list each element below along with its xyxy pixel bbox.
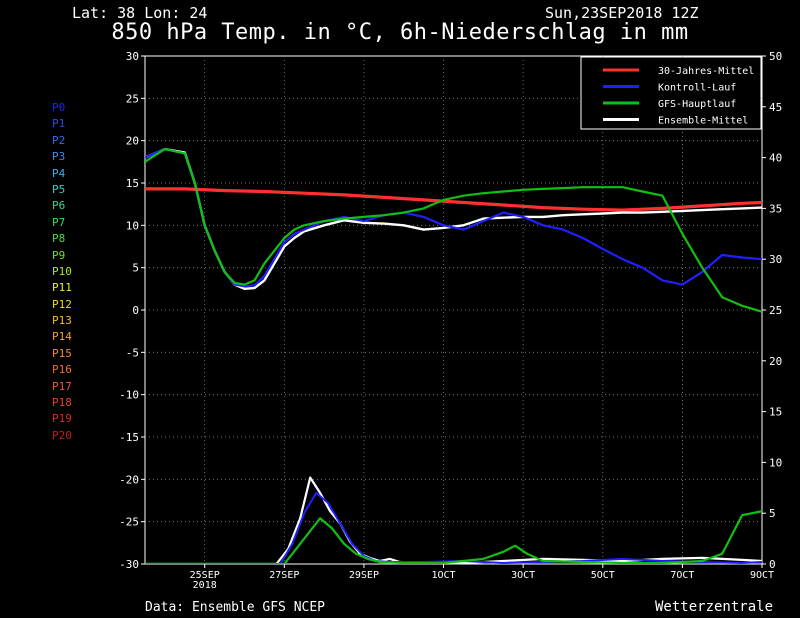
member-legend: P0 P1 P2 P3 P4 P5 P6 P7 P8 P9 P10 P11 P12 P13 P14 P15 P1… bbox=[52, 100, 72, 444]
member-label-p20: P20 bbox=[52, 428, 72, 442]
member-label-p12: P12 bbox=[52, 297, 72, 311]
precip-tick-label: 5 bbox=[769, 507, 776, 520]
member-label-p7: P7 bbox=[52, 215, 66, 229]
date-tick-label: 7OCT bbox=[670, 570, 694, 581]
member-label-p0: P0 bbox=[52, 101, 66, 114]
temp-tick-label: -25 bbox=[119, 516, 139, 529]
legend-entry-label: 30-Jahres-Mittel bbox=[658, 66, 754, 77]
data-source: Data: Ensemble GFS NCEP bbox=[145, 600, 326, 615]
date-tick-label: 5OCT bbox=[591, 570, 615, 581]
member-label-p8: P8 bbox=[52, 232, 66, 246]
precip-tick-label: 25 bbox=[769, 304, 782, 317]
member-label-p1: P1 bbox=[52, 117, 66, 131]
member-label-p4: P4 bbox=[52, 166, 66, 180]
temp-tick-label: -15 bbox=[119, 431, 139, 444]
temp-tick-label: -10 bbox=[119, 389, 139, 402]
series-line-gfs-hauptlauf-niederschlag bbox=[145, 510, 762, 564]
temp-tick-label: 20 bbox=[126, 135, 139, 148]
legend-entry-label: GFS-Hauptlauf bbox=[658, 99, 736, 110]
member-label-p3: P3 bbox=[52, 150, 66, 164]
precip-tick-label: 35 bbox=[769, 202, 782, 215]
legend-entry-label: Kontroll-Lauf bbox=[658, 83, 736, 94]
date-tick-label: 27SEP bbox=[269, 570, 299, 581]
series-line-gfs-hauptlauf bbox=[145, 148, 762, 313]
date-tick-label: 25SEP bbox=[190, 570, 220, 581]
temp-tick-label: -20 bbox=[119, 473, 139, 486]
temp-tick-label: 0 bbox=[132, 304, 139, 317]
temp-tick-label: 5 bbox=[132, 262, 139, 275]
member-label-p10: P10 bbox=[52, 264, 72, 278]
temp-tick-label: 15 bbox=[126, 177, 139, 190]
temp-tick-label: 30 bbox=[126, 50, 139, 63]
precip-tick-label: 15 bbox=[769, 406, 782, 419]
series-line-ensemble-mittel-niederschlag bbox=[145, 476, 762, 564]
date-tick-label: 9OCT bbox=[750, 570, 774, 581]
date-tick-sublabel: 2018 bbox=[193, 580, 217, 591]
chart-title: 850 hPa Temp. in °C, 6h-Niederschlag in … bbox=[111, 20, 689, 45]
precip-tick-label: 40 bbox=[769, 152, 782, 165]
member-label-p17: P17 bbox=[52, 379, 72, 393]
precip-tick-label: 0 bbox=[769, 558, 776, 571]
precip-tick-label: 10 bbox=[769, 456, 782, 469]
member-label-p14: P14 bbox=[52, 330, 72, 344]
member-label-p15: P15 bbox=[52, 346, 72, 360]
member-label-p11: P11 bbox=[52, 281, 72, 295]
brand-label: Wetterzentrale bbox=[655, 599, 774, 615]
run-timestamp: Sun,23SEP2018 12Z bbox=[545, 4, 699, 22]
date-tick-label: 3OCT bbox=[511, 570, 535, 581]
member-label-p16: P16 bbox=[52, 363, 72, 377]
member-label-p2: P2 bbox=[52, 133, 66, 147]
member-label-p18: P18 bbox=[52, 396, 72, 410]
date-tick-label: 1OCT bbox=[432, 570, 456, 581]
temp-tick-label: -5 bbox=[126, 346, 139, 359]
member-label-p6: P6 bbox=[52, 199, 66, 213]
legend-entry-label: Ensemble-Mittel bbox=[658, 116, 748, 127]
date-tick-label: 29SEP bbox=[349, 570, 379, 581]
precip-tick-label: 45 bbox=[769, 101, 782, 114]
temp-tick-label: 25 bbox=[126, 92, 139, 105]
member-label-p9: P9 bbox=[52, 248, 66, 262]
temp-tick-label: -30 bbox=[119, 558, 139, 571]
member-label-p19: P19 bbox=[52, 412, 72, 426]
member-label-p5: P5 bbox=[52, 182, 66, 196]
temp-tick-label: 10 bbox=[126, 219, 139, 232]
location-label: Lat: 38 Lon: 24 bbox=[72, 4, 208, 22]
member-label-p13: P13 bbox=[52, 314, 72, 328]
precip-tick-label: 30 bbox=[769, 253, 782, 266]
precip-tick-label: 20 bbox=[769, 355, 782, 368]
series-line-30-jahres-mittel bbox=[145, 187, 762, 212]
precip-tick-label: 50 bbox=[769, 50, 782, 63]
